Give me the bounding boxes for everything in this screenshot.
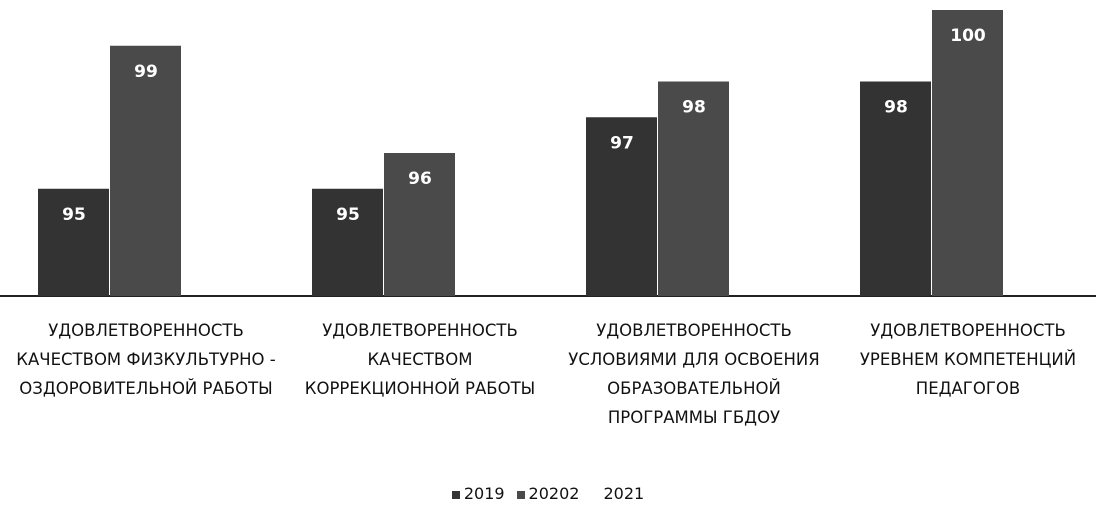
value-label: 95 xyxy=(336,205,360,225)
legend-label: 2021 xyxy=(603,484,645,503)
bar xyxy=(312,188,383,296)
value-label: 100 xyxy=(950,26,986,46)
legend-item: 2021 xyxy=(591,484,644,503)
value-label: 95 xyxy=(62,205,86,225)
bar xyxy=(110,45,181,296)
legend: 2019 20202 2021 xyxy=(0,484,1096,503)
legend-item: 2019 xyxy=(451,484,505,503)
bar xyxy=(586,117,657,296)
legend-label: 20202 xyxy=(528,484,580,503)
bar xyxy=(384,153,455,296)
bar xyxy=(658,81,729,296)
value-label: 96 xyxy=(408,169,432,189)
legend-swatch xyxy=(591,490,600,499)
value-label: 97 xyxy=(610,133,634,153)
x-tick-label: УДОВЛЕТВОРЕННОСТЬ КАЧЕСТВОМ КОРРЕКЦИОННО… xyxy=(304,321,536,398)
value-label: 98 xyxy=(884,98,908,118)
x-tick-label: УДОВЛЕТВОРЕННОСТЬ УСЛОВИЯМИ ДЛЯ ОСВОЕНИЯ… xyxy=(568,321,820,427)
bar xyxy=(38,188,109,296)
legend-swatch xyxy=(516,490,525,499)
legend-label: 2019 xyxy=(463,484,505,503)
legend-item: 20202 xyxy=(516,484,580,503)
x-tick-label: УДОВЛЕТВОРЕННОСТЬ КАЧЕСТВОМ ФИЗКУЛЬТУРНО… xyxy=(16,321,276,398)
bar xyxy=(932,10,1003,296)
legend-swatch xyxy=(451,490,460,499)
bar xyxy=(860,81,931,296)
value-label: 98 xyxy=(682,98,706,118)
x-tick-label: УДОВЛЕТВОРЕННОСТЬ УРЕВНЕМ КОМПЕТЕНЦИЙ ПЕ… xyxy=(859,321,1077,398)
value-label: 99 xyxy=(134,62,158,82)
